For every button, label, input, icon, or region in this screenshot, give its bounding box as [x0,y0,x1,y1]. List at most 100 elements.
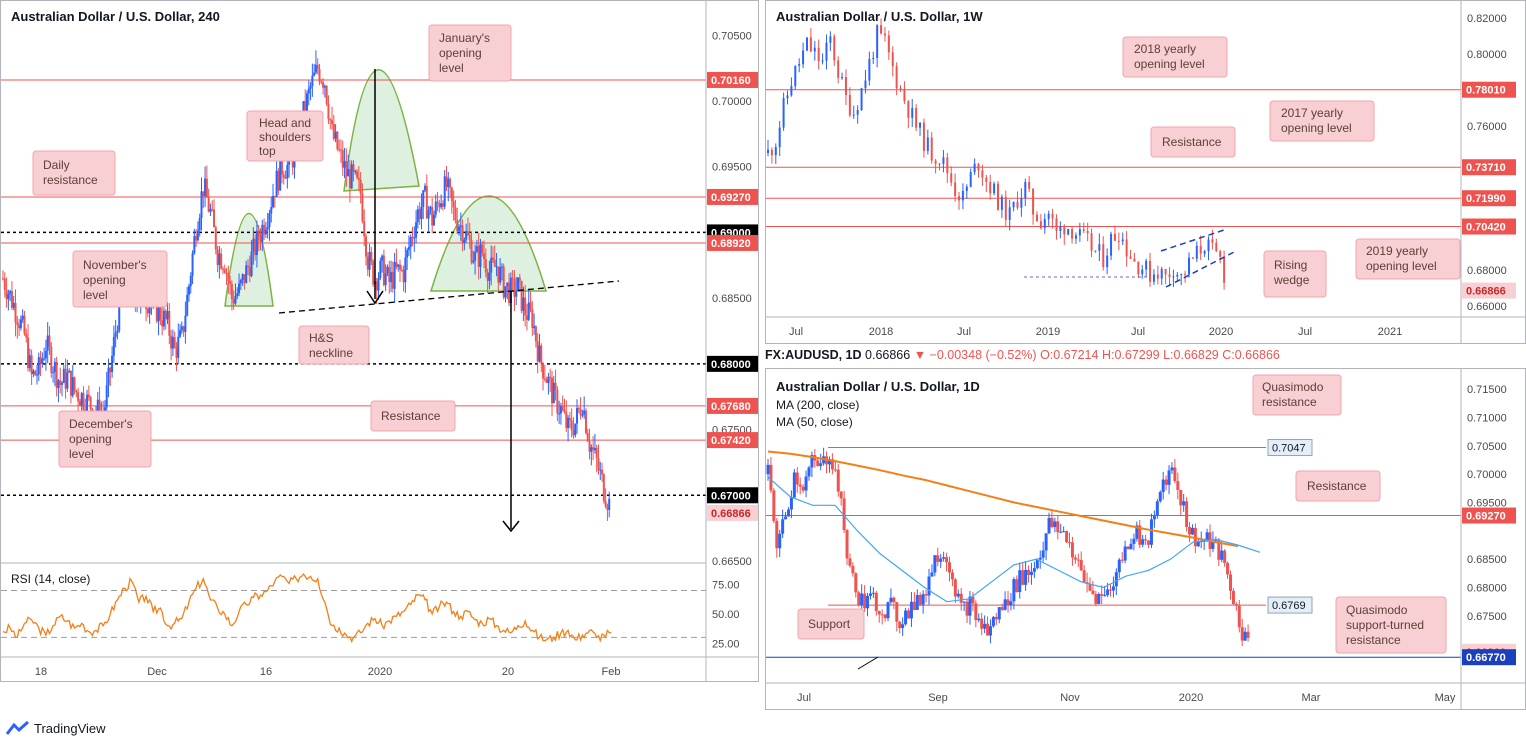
candle-body [227,273,230,281]
candle-body [1024,181,1027,199]
candle-body [1053,521,1057,528]
candle-body [207,197,210,212]
chart-1d-svg[interactable]: 0.7047 0.6769 Quasimodo resistance Resist… [766,369,1525,709]
candle-body [1195,245,1198,259]
candle-body [876,25,879,59]
candle-body [1065,531,1069,543]
candle-body [817,47,820,62]
candle-body [418,209,421,219]
candle-body [261,224,264,242]
annotation-support: Support [797,608,865,640]
candle-body [1003,599,1007,610]
candle-body [409,237,412,248]
candle-body [572,430,575,436]
candle-body [329,119,332,121]
candle-body [895,66,898,89]
price-tag-box [1462,507,1516,524]
candle-body [1067,228,1070,235]
candle-body [848,94,851,116]
candle-body [1024,569,1028,585]
y-tick-label: 0.70500 [712,30,752,42]
candle-body [436,201,439,204]
y-tick-label: 0.70000 [1467,469,1507,481]
candle-body [1016,201,1019,208]
tradingview-footer[interactable]: TradingView [6,718,106,738]
candle-body [1070,542,1074,558]
candle-body [459,225,462,227]
candle-body [874,592,878,611]
rsi-tick-label: 75.00 [712,580,740,592]
candle-body [71,377,74,396]
candle-body [1179,489,1183,506]
candle-body [1074,235,1077,239]
price-tag-text: 0.68920 [711,238,751,250]
candle-body [934,160,937,164]
candle-body [829,36,832,43]
candle-body [1047,213,1050,219]
chart-1w-svg[interactable]: 2018 yearly opening level 2017 yearly op… [766,1,1525,343]
candle-body [1240,627,1244,641]
x-tick-label: Nov [1060,692,1080,704]
price-tag-box [707,188,761,205]
candle-body [837,60,840,78]
svg-text:Support: Support [808,617,851,631]
y-tick-label: 0.68000 [1467,583,1507,595]
candle-body [450,187,453,202]
candle-body [584,410,587,434]
candle-body [499,267,502,283]
candle-body [1172,276,1175,278]
candle-body [468,234,471,241]
candle-body [1117,559,1121,573]
candle-body [1021,570,1025,585]
symbol-low: L:0.66829 [1163,348,1219,362]
candle-body [112,336,115,356]
candle-body [1180,273,1183,275]
chart-240-svg[interactable]: January's opening level Head and shoulde… [1,1,761,681]
price-tag-text: 0.78010 [1466,85,1506,97]
candle-body [236,293,239,297]
price-tag-text: 0.67420 [711,435,751,447]
candle-body [945,557,949,563]
candle-body [942,157,945,164]
ma200-line [767,450,1239,548]
candle-body [420,207,423,219]
svg-text:opening level: opening level [1134,57,1205,71]
price-tag-box [707,504,761,521]
candle-body [898,621,902,629]
candle-body [939,558,943,562]
candle-body [407,247,410,250]
candle-body [279,157,282,191]
candle-body [182,326,185,332]
candle-body [1223,256,1226,283]
svg-text:2019 yearly: 2019 yearly [1366,244,1428,258]
candle-body [895,602,899,622]
candle-body [111,355,114,373]
candle-body [221,268,224,270]
candle-body [558,413,561,415]
candle-body [400,269,403,271]
candle-body [180,326,183,331]
candle-body [191,253,194,276]
candle-body [1190,527,1194,535]
y-tick-label: 0.82000 [1467,13,1507,25]
candle-body [1059,226,1062,231]
candle-body [1155,501,1159,516]
candle-body [461,225,464,244]
candle-body [1149,519,1153,545]
candle-body [9,290,12,294]
candle-body [481,244,484,254]
candle-body [413,237,416,239]
candle-body [416,209,419,223]
candle-body [1168,274,1171,277]
candle-body [148,305,151,314]
candle-body [833,36,836,61]
svg-text:opening: opening [83,273,126,287]
candle-body [246,265,249,268]
candle-body [1152,274,1155,282]
candle-body [1184,273,1187,275]
candle-body [55,361,58,388]
candle-body [10,290,13,308]
candle-body [1098,244,1101,251]
inline-price-label: 0.6769 [1267,596,1313,614]
candle-body [377,277,380,291]
